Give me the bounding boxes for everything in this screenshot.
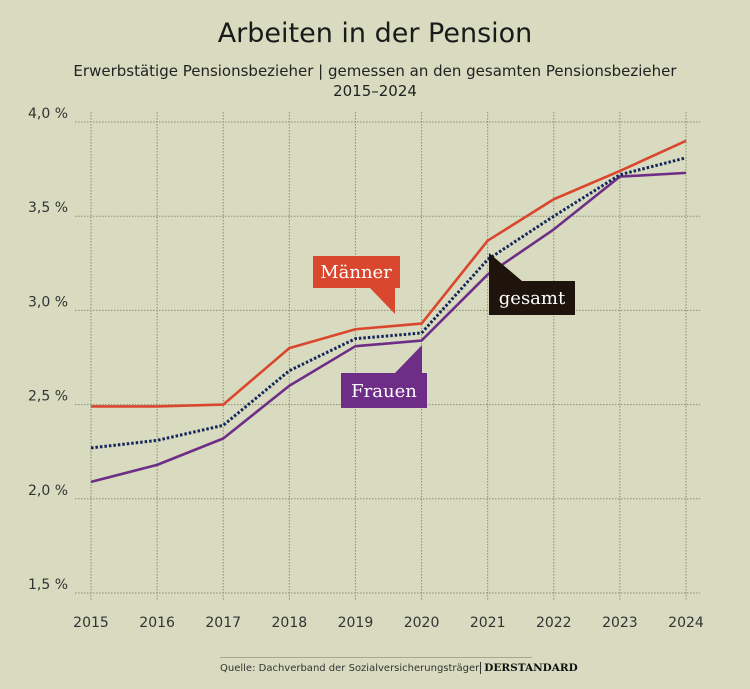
y-tick-label: 3,0 % [28, 294, 68, 310]
x-tick-label: 2023 [602, 615, 638, 631]
label-frauen: Frauen [351, 381, 417, 402]
series-line-männer [91, 139, 687, 408]
source-text: Quelle: Dachverband der Sozialversicheru… [220, 663, 480, 674]
label-gesamt: gesamt [499, 288, 566, 309]
chart-title: Arbeiten in der Pension [217, 18, 533, 49]
label-box-frauen [341, 345, 427, 408]
y-tick-label: 2,0 % [28, 483, 68, 499]
footer: Quelle: Dachverband der Sozialversicheru… [220, 657, 578, 674]
grid [75, 112, 700, 600]
x-tick-label: 2021 [470, 615, 506, 631]
axis-ticks: 1,5 % 2,0 % 2,5 % 3,0 % 3,5 % 4,0 % 2015 2016 20… [28, 106, 704, 631]
label-maenner: Männer [320, 262, 392, 283]
x-tick-label: 2020 [404, 615, 440, 631]
chart-subtitle: Erwerbstätige Pensionsbezieher | gemesse… [0, 61, 750, 101]
x-tick-label: 2016 [139, 615, 175, 631]
label-box-maenner [313, 256, 400, 314]
y-tick-label: 2,5 % [28, 389, 68, 405]
subtitle-line-1: Erwerbstätige Pensionsbezieher | gemesse… [73, 62, 677, 80]
series-lines [90, 139, 687, 484]
x-tick-label: 2018 [272, 615, 308, 631]
y-tick-label: 4,0 % [28, 106, 68, 122]
x-tick-label: 2015 [73, 615, 109, 631]
x-tick-label: 2022 [536, 615, 572, 631]
y-tick-label: 1,5 % [28, 577, 68, 593]
x-tick-label: 2019 [338, 615, 374, 631]
x-tick-label: 2017 [205, 615, 241, 631]
series-labels: Männer Frauen gesamt [313, 253, 575, 408]
subtitle-line-2: 2015–2024 [333, 82, 417, 100]
y-tick-label: 3,5 % [28, 200, 68, 216]
x-tick-label: 2024 [668, 615, 704, 631]
label-box-gesamt [489, 253, 575, 315]
series-line-frauen [90, 171, 687, 484]
brand-logo: DERSTANDARD [480, 662, 578, 674]
series-line-gesamt [90, 156, 687, 450]
